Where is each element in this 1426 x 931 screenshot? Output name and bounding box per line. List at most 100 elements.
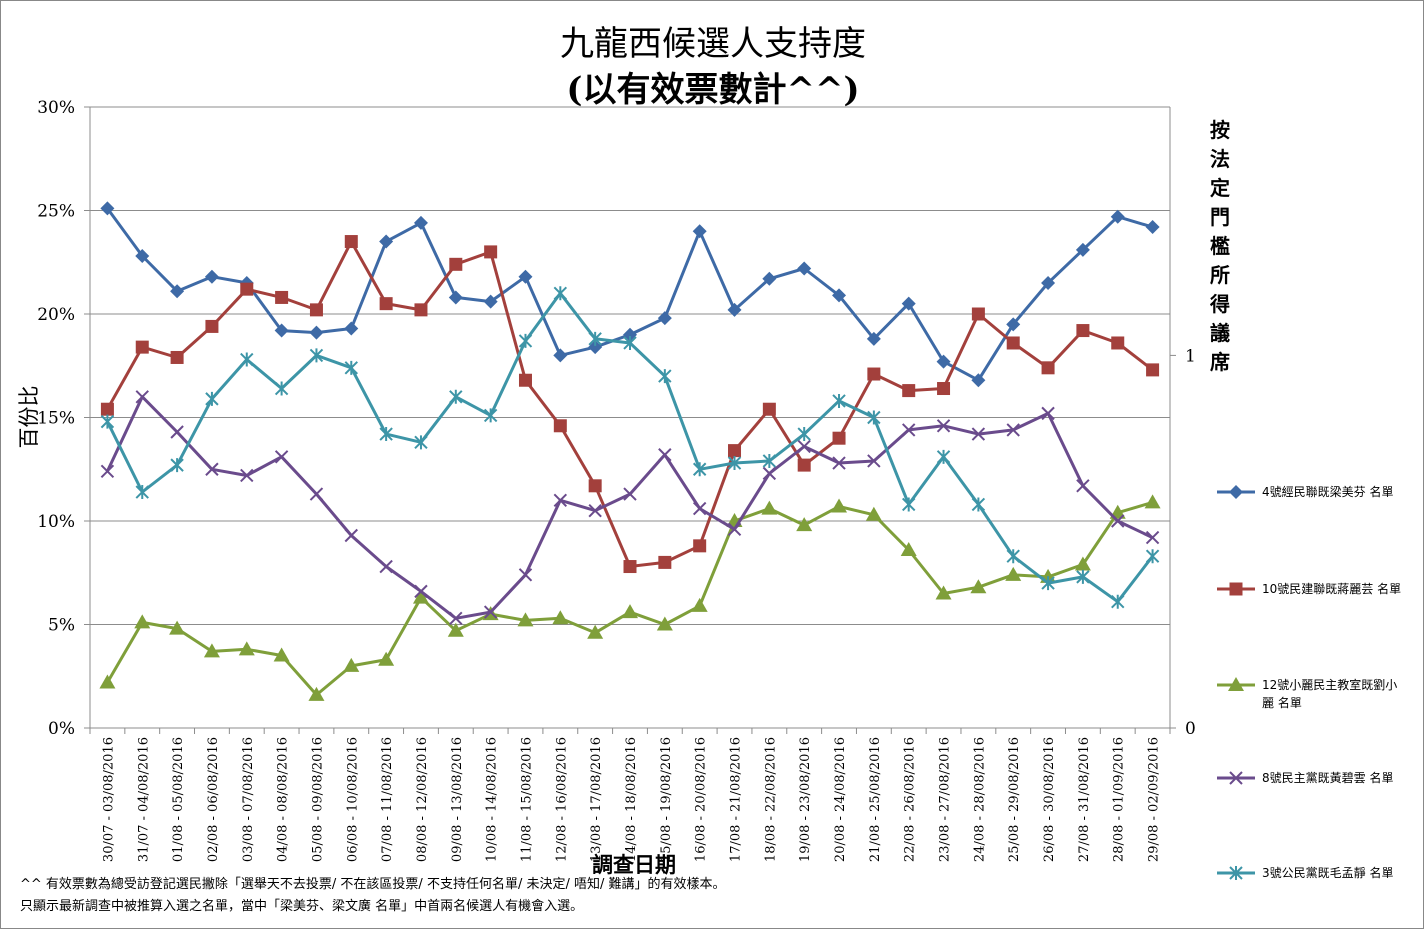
data-point-star (518, 333, 533, 348)
legend-item: 3號公民黨既毛孟靜 名單 (1217, 865, 1393, 880)
y2-label-char: 所 (1210, 263, 1230, 287)
data-point-triangle (378, 651, 395, 666)
legend: 4號經民聯既梁美芬 名單 10號民建聯既蔣麗芸 名單 12號小麗民主教室既劉小麗 名… (1217, 484, 1401, 880)
y2-label-char: 席 (1210, 350, 1230, 374)
data-point-diamond (866, 331, 881, 346)
data-point-star (1041, 576, 1055, 591)
y-tick-label: 10% (37, 512, 75, 532)
data-point-triangle (517, 612, 534, 627)
y2-label-char: 檻 (1210, 234, 1230, 258)
x-tick-label: 26/08 - 30/08/2016 (1042, 737, 1057, 862)
data-point-x (658, 448, 672, 462)
legend-item: 8號民主黨既黃碧雲 名單 (1217, 770, 1393, 785)
data-point-diamond (1075, 242, 1090, 257)
x-tick-label: 14/08 - 18/08/2016 (624, 737, 639, 862)
data-point-star (797, 427, 811, 442)
x-tick-label: 16/08 - 20/08/2016 (694, 737, 709, 862)
data-point-x (1111, 514, 1125, 528)
data-point-square (693, 539, 707, 553)
data-point-x (449, 611, 463, 625)
data-point-x (588, 503, 602, 518)
data-point-triangle (656, 616, 673, 631)
data-point-square (1229, 582, 1243, 596)
data-point-square (1041, 361, 1055, 375)
data-point-diamond (1110, 209, 1125, 224)
data-point-square (309, 303, 323, 317)
x-tick-label: 30/07 - 03/08/2016 (101, 737, 116, 862)
series-1 (100, 201, 1160, 388)
x-tick-label: 15/08 - 19/08/2016 (659, 737, 674, 862)
data-point-triangle (900, 541, 917, 556)
data-point-x (1006, 423, 1020, 437)
data-point-triangle (622, 604, 638, 619)
data-point-square (623, 560, 637, 574)
legend-label-line: 12號小麗民主教室既劉小 (1262, 677, 1397, 692)
data-point-star (588, 331, 602, 346)
data-point-square (937, 382, 951, 396)
series-4 (100, 390, 1160, 625)
data-point-diamond (797, 261, 812, 276)
data-point-square (762, 402, 776, 416)
data-point-diamond (448, 290, 463, 305)
x-tick-label: 18/08 - 22/08/2016 (763, 737, 778, 862)
data-point-triangle (970, 579, 987, 594)
data-point-star (936, 449, 951, 464)
data-point-triangle (691, 597, 708, 612)
data-point-x (414, 584, 428, 599)
data-point-triangle (412, 589, 429, 604)
x-tick-label: 10/08 - 14/08/2016 (485, 737, 500, 862)
data-point-triangle (99, 674, 116, 689)
data-point-square (658, 555, 672, 569)
y-tick-label: 0% (48, 719, 75, 739)
y-tick-label: 5% (48, 616, 75, 636)
data-point-x (623, 487, 637, 501)
data-point-square (275, 290, 289, 304)
x-tick-label: 29/08 - 02/09/2016 (1147, 737, 1162, 862)
data-point-triangle (865, 506, 882, 521)
data-point-diamond (204, 269, 219, 284)
data-point-diamond (657, 311, 672, 326)
data-point-square (135, 340, 149, 354)
data-point-square (1006, 336, 1020, 350)
data-point-x (379, 559, 393, 574)
x-tick-label: 23/08 - 27/08/2016 (938, 737, 953, 862)
x-tick-label: 17/08 - 21/08/2016 (729, 737, 744, 862)
data-point-x (170, 425, 184, 439)
x-tick-label: 21/08 - 25/08/2016 (868, 737, 883, 862)
y2-label-char: 按 (1210, 118, 1230, 142)
data-point-star (414, 435, 428, 450)
data-point-diamond (1145, 220, 1160, 235)
data-point-diamond (832, 288, 847, 303)
legend-label-line: 麗 名單 (1262, 695, 1302, 710)
data-point-diamond (727, 302, 742, 317)
data-point-square (1111, 336, 1125, 350)
data-point-star (344, 360, 358, 375)
x-tick-label: 01/08 - 05/08/2016 (171, 737, 186, 862)
gridlines (90, 106, 1170, 729)
data-point-triangle (134, 614, 151, 629)
data-point-x (867, 454, 881, 468)
data-point-star (1111, 594, 1125, 609)
data-point-x (518, 568, 533, 582)
data-point-triangle (1005, 566, 1022, 581)
legend-label: 4號經民聯既梁美芬 名單 (1262, 484, 1393, 499)
data-point-star (867, 410, 881, 425)
x-tick-label: 28/08 - 01/09/2016 (1112, 737, 1127, 862)
data-point-diamond (936, 354, 951, 369)
y2-label-char: 得 (1209, 292, 1230, 316)
y2-label-char: 議 (1210, 321, 1230, 345)
data-point-x (797, 439, 811, 454)
data-point-diamond (692, 224, 707, 239)
data-point-star (553, 286, 568, 301)
data-point-x (902, 423, 916, 437)
data-point-square (867, 367, 881, 381)
data-point-square (484, 245, 498, 259)
series-3 (99, 494, 1161, 701)
footnotes: ^^ 有效票數為總受訪登記選民撇除「選舉天不去投票/ 不在該區投票/ 不支持任何… (20, 874, 725, 918)
data-point-diamond (518, 269, 533, 284)
data-point-diamond (971, 373, 986, 388)
x-tick-label: 03/08 - 07/08/2016 (241, 737, 256, 862)
legend-item: 4號經民聯既梁美芬 名單 (1217, 484, 1393, 499)
x-tick-label: 24/08 - 28/08/2016 (972, 737, 987, 862)
